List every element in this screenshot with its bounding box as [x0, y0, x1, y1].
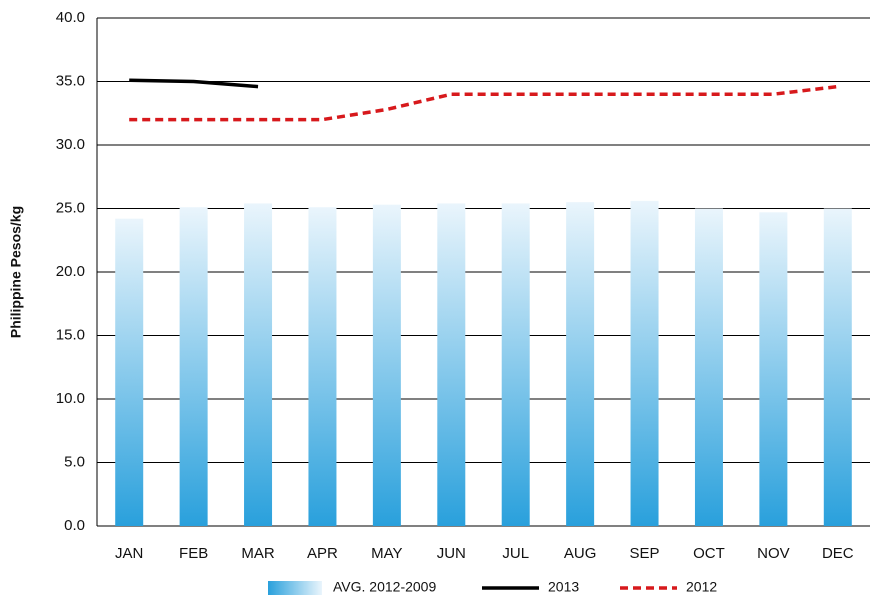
x-tick-label: JUL	[502, 545, 529, 562]
x-tick-label: NOV	[757, 545, 790, 562]
bar	[694, 208, 723, 526]
line-series	[129, 78, 259, 89]
y-tick-label: 15.0	[56, 326, 85, 343]
bar	[244, 203, 273, 527]
y-axis-label: Philippine Pesos/kg	[8, 206, 24, 338]
y-tick-label: 35.0	[56, 72, 85, 89]
y-tick-label: 25.0	[56, 199, 85, 216]
x-tick-label: JAN	[115, 545, 143, 562]
bar	[179, 207, 208, 527]
y-tick-label: 30.0	[56, 136, 85, 153]
y-tick-label: 0.0	[64, 517, 85, 534]
bar	[630, 200, 659, 526]
legend-label: 2013	[548, 579, 579, 595]
legend-label: AVG. 2012-2009	[333, 579, 436, 595]
legend-label: 2012	[686, 579, 717, 595]
bar	[823, 208, 852, 526]
y-tick-label: 5.0	[64, 453, 85, 470]
bar	[566, 202, 595, 526]
x-tick-label: FEB	[179, 545, 208, 562]
x-tick-label: SEP	[630, 545, 660, 562]
bar	[372, 204, 401, 526]
bar	[115, 218, 144, 526]
bar	[759, 212, 788, 526]
x-tick-label: APR	[307, 545, 338, 562]
x-tick-label: OCT	[693, 545, 725, 562]
x-tick-label: MAR	[241, 545, 275, 562]
legend-swatch	[268, 581, 322, 595]
line-series	[129, 84, 838, 122]
bar	[308, 207, 337, 527]
x-tick-label: MAY	[371, 545, 402, 562]
bar	[501, 203, 530, 527]
x-tick-label: JUN	[437, 545, 466, 562]
bar	[437, 203, 466, 527]
y-tick-label: 40.0	[56, 9, 85, 26]
y-tick-label: 20.0	[56, 263, 85, 280]
x-tick-label: AUG	[564, 545, 597, 562]
y-tick-label: 10.0	[56, 390, 85, 407]
x-tick-label: DEC	[822, 545, 854, 562]
